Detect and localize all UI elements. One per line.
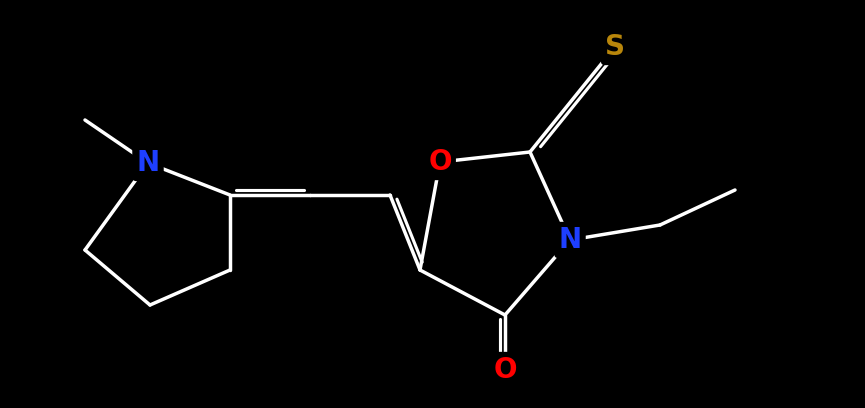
Text: O: O xyxy=(493,356,516,384)
Text: N: N xyxy=(559,226,581,254)
Text: O: O xyxy=(428,148,452,176)
Text: S: S xyxy=(605,33,625,61)
Text: N: N xyxy=(137,149,159,177)
